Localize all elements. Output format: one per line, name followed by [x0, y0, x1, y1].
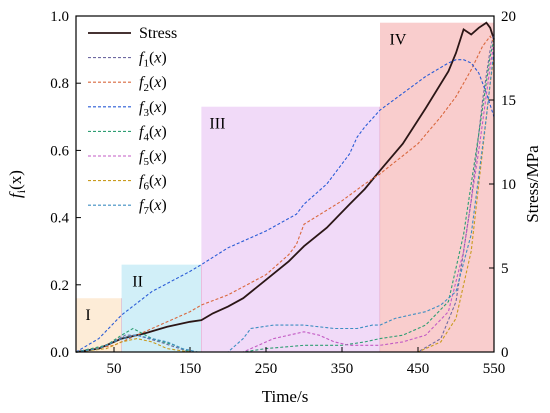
stage-region-2 [121, 264, 202, 352]
stage-label-1: I [85, 307, 90, 324]
stage-region-3 [201, 106, 380, 352]
legend-label-4: f4(x) [139, 123, 167, 143]
legend-label-7: f7(x) [139, 197, 167, 217]
axis-labels: Time/s Stress/MPa fi(x) [6, 145, 542, 406]
stage-label-2: II [132, 274, 143, 291]
series-line-0 [75, 21, 495, 353]
series-line-7 [75, 49, 495, 353]
y-right-tick-label: 20 [501, 9, 516, 25]
x-tick-label: 150 [179, 361, 202, 377]
x-tick-label: 50 [107, 361, 122, 377]
legend: Stress f1(x) f2(x) f3(x) f4(x) f5(x) f6(x) f7(x… [88, 25, 177, 217]
x-tick-label: 350 [331, 361, 354, 377]
legend-label-1: f1(x) [139, 50, 167, 70]
x-tick-label: 250 [255, 361, 278, 377]
y-right-tick-label: 5 [501, 261, 509, 277]
stage-region-4 [380, 22, 494, 352]
stage-region-1 [76, 298, 122, 352]
y-left-tick-label: 0.4 [50, 211, 69, 227]
series-line-2 [75, 35, 495, 353]
y-left-tick-label: 0.2 [50, 278, 69, 294]
x-tick-label: 550 [483, 361, 506, 377]
y-right-axis-label: Stress/MPa [523, 145, 542, 223]
legend-label-3: f3(x) [139, 99, 167, 119]
y-left-tick-label: 0.6 [50, 143, 69, 159]
legend-label-0: Stress [139, 25, 177, 42]
x-axis-label: Time/s [262, 387, 309, 406]
legend-label-5: f5(x) [139, 148, 167, 168]
y-right-tick-label: 10 [501, 177, 516, 193]
y-left-axis-label: fi(x) [6, 170, 28, 198]
y-left-tick-label: 1.0 [50, 9, 69, 25]
series-line-3 [75, 59, 495, 353]
axis-ticks: 50 150 250 350 450 550 0.0 0.2 0.4 0.6 0.8 1.0 0 5 10 1… [50, 9, 516, 377]
y-left-tick-label: 0.8 [50, 76, 69, 92]
legend-label-6: f6(x) [139, 173, 167, 193]
stage-label-4: IV [390, 32, 407, 49]
y-right-tick-label: 0 [501, 345, 509, 361]
y-right-tick-label: 15 [501, 93, 516, 109]
y-left-tick-label: 0.0 [50, 345, 69, 361]
x-tick-label: 450 [407, 361, 430, 377]
stage-label-3: III [209, 116, 225, 133]
legend-label-2: f2(x) [139, 74, 167, 94]
